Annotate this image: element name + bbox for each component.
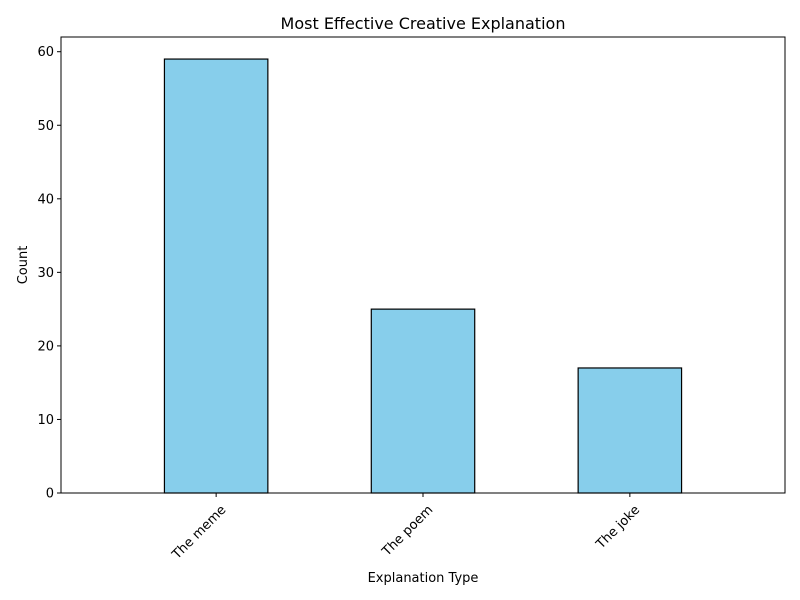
x-axis-label: Explanation Type xyxy=(368,571,479,586)
plot-frame xyxy=(60,36,786,494)
y-tick-label: 0 xyxy=(46,487,54,502)
y-tick-label: 30 xyxy=(37,266,54,281)
y-tick-label: 40 xyxy=(37,192,54,207)
bar-the-meme xyxy=(163,58,269,494)
y-axis-label: Count xyxy=(16,246,31,285)
y-tick-label: 20 xyxy=(37,339,54,354)
chart-title: Most Effective Creative Explanation xyxy=(281,14,566,33)
y-axis-ticks: 0 10 20 30 40 50 60 xyxy=(37,45,61,502)
y-tick-label: 10 xyxy=(37,413,54,428)
x-tick-label: The meme xyxy=(169,503,230,564)
y-tick-label: 50 xyxy=(37,119,54,134)
y-tick-label: 60 xyxy=(37,45,54,60)
x-tick-label: The poem xyxy=(379,503,436,560)
bar-the-joke xyxy=(577,367,683,494)
bars-layer xyxy=(163,58,683,494)
x-axis-ticks: The meme The poem The joke xyxy=(169,493,643,563)
bar-the-poem xyxy=(370,308,476,494)
x-tick-label: The joke xyxy=(593,503,643,553)
